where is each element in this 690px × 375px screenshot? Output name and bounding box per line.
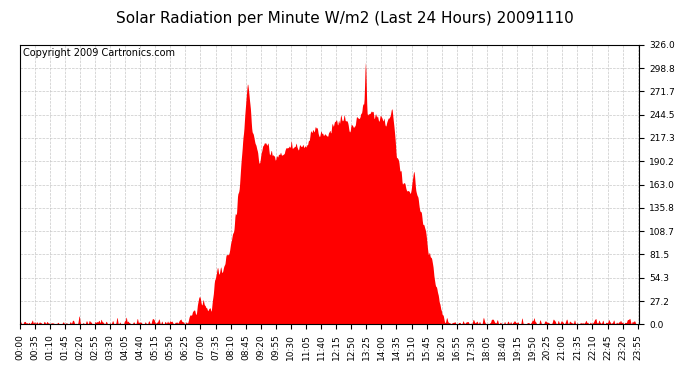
Text: Copyright 2009 Cartronics.com: Copyright 2009 Cartronics.com <box>23 48 175 57</box>
Text: Solar Radiation per Minute W/m2 (Last 24 Hours) 20091110: Solar Radiation per Minute W/m2 (Last 24… <box>116 11 574 26</box>
